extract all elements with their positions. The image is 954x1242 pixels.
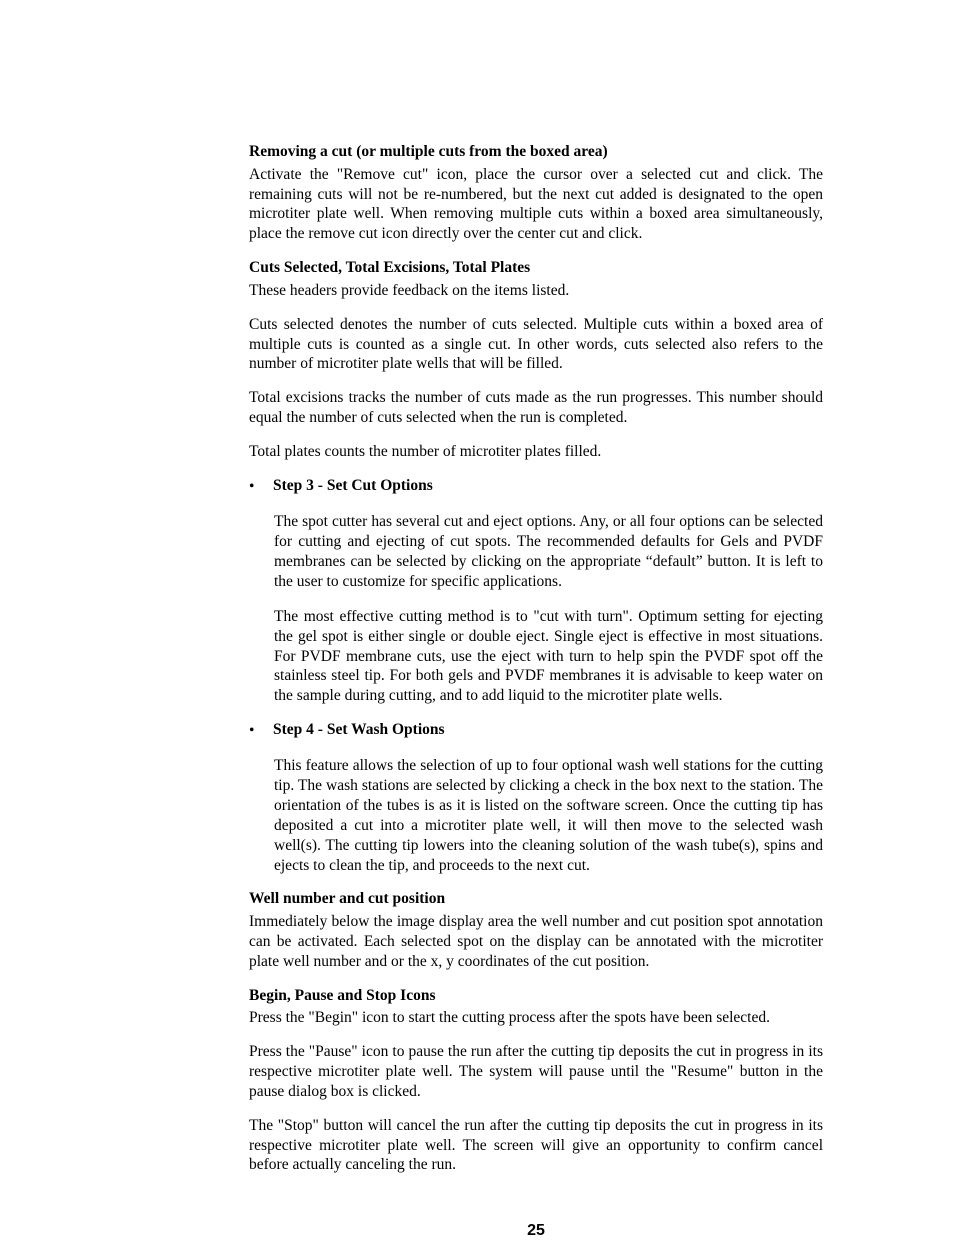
bullet-step-3: • Step 3 - Set Cut Options	[249, 476, 823, 497]
heading-begin-pause-stop: Begin, Pause and Stop Icons	[249, 986, 823, 1006]
document-page: Removing a cut (or multiple cuts from th…	[0, 0, 954, 1242]
para-well-number: Immediately below the image display area…	[249, 912, 823, 971]
step-3-label: Step 3 - Set Cut Options	[273, 476, 433, 496]
para-removing-cut: Activate the "Remove cut" icon, place th…	[249, 165, 823, 244]
para-step-3-b: The most effective cutting method is to …	[274, 607, 823, 706]
para-cuts-selected-intro: These headers provide feedback on the it…	[249, 281, 823, 301]
page-number: 25	[249, 1221, 823, 1241]
para-total-excisions: Total excisions tracks the number of cut…	[249, 388, 823, 428]
heading-well-number: Well number and cut position	[249, 889, 823, 909]
para-stop: The "Stop" button will cancel the run af…	[249, 1116, 823, 1175]
para-step-3-a: The spot cutter has several cut and ejec…	[274, 512, 823, 591]
para-cuts-selected-detail: Cuts selected denotes the number of cuts…	[249, 315, 823, 374]
para-total-plates: Total plates counts the number of microt…	[249, 442, 823, 462]
para-begin: Press the "Begin" icon to start the cutt…	[249, 1008, 823, 1028]
bullet-dot-icon: •	[249, 476, 273, 497]
para-step-4: This feature allows the selection of up …	[274, 756, 823, 875]
bullet-step-4: • Step 4 - Set Wash Options	[249, 720, 823, 741]
step-4-label: Step 4 - Set Wash Options	[273, 720, 445, 740]
heading-removing-cut: Removing a cut (or multiple cuts from th…	[249, 142, 823, 162]
bullet-dot-icon: •	[249, 720, 273, 741]
heading-cuts-selected: Cuts Selected, Total Excisions, Total Pl…	[249, 258, 823, 278]
para-pause: Press the "Pause" icon to pause the run …	[249, 1042, 823, 1101]
